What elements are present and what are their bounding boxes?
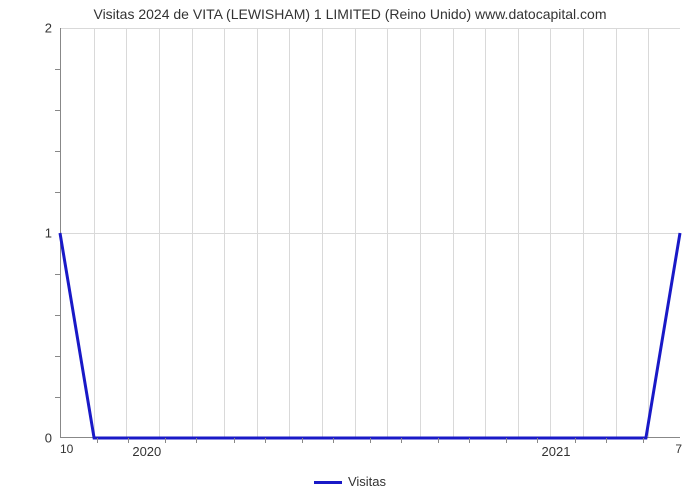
- xtick-minor: [165, 438, 166, 443]
- xtick-minor: [333, 438, 334, 443]
- ytick-minor: [55, 315, 60, 316]
- xtick-minor: [370, 438, 371, 443]
- ytick-label: 2: [12, 21, 52, 36]
- ytick-label: 1: [12, 226, 52, 241]
- ytick-minor: [55, 192, 60, 193]
- corner-bottom-left: 10: [60, 442, 73, 456]
- xtick-minor: [469, 438, 470, 443]
- legend-swatch: [314, 481, 342, 484]
- ytick-minor: [55, 151, 60, 152]
- ytick-minor: [55, 356, 60, 357]
- xtick-minor: [196, 438, 197, 443]
- xtick-minor: [128, 438, 129, 443]
- xtick-minor: [401, 438, 402, 443]
- corner-bottom-right: 7: [675, 442, 682, 456]
- legend: Visitas: [0, 474, 700, 489]
- xtick-minor: [643, 438, 644, 443]
- xtick-minor: [506, 438, 507, 443]
- xtick-minor: [234, 438, 235, 443]
- ytick-minor: [55, 274, 60, 275]
- ytick-minor: [55, 397, 60, 398]
- chart-title: Visitas 2024 de VITA (LEWISHAM) 1 LIMITE…: [0, 6, 700, 22]
- xtick-minor: [575, 438, 576, 443]
- legend-label: Visitas: [348, 474, 386, 489]
- xtick-minor: [537, 438, 538, 443]
- ytick-label: 0: [12, 431, 52, 446]
- xtick-label: 2021: [542, 444, 571, 459]
- xtick-minor: [302, 438, 303, 443]
- ytick-minor: [55, 69, 60, 70]
- line-series: [60, 28, 680, 438]
- xtick-minor: [438, 438, 439, 443]
- xtick-label: 2020: [132, 444, 161, 459]
- xtick-minor: [265, 438, 266, 443]
- ytick-minor: [55, 110, 60, 111]
- xtick-minor: [97, 438, 98, 443]
- xtick-minor: [606, 438, 607, 443]
